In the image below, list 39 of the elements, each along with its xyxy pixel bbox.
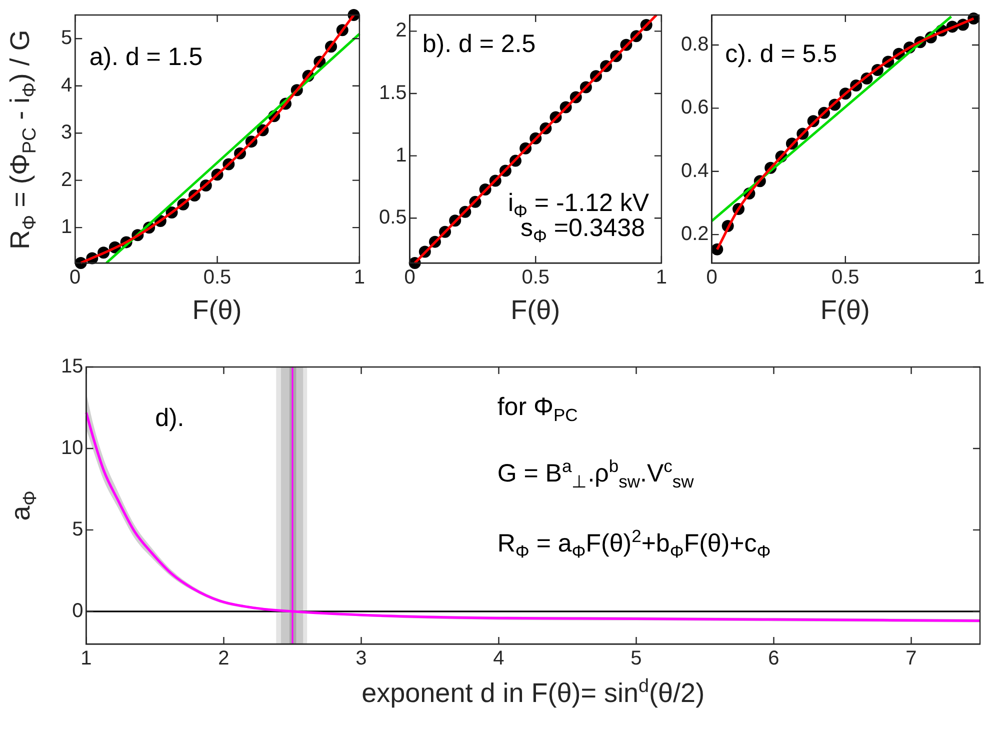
x-tick-label: 4: [493, 648, 504, 670]
x-axis-title: F(θ): [820, 295, 870, 325]
annotation: d).: [155, 404, 184, 432]
y-tick-label: 15: [60, 356, 84, 378]
text: R$_{Φ}$ = a$_{Φ}$F(θ)$^{2}$+b$_{Φ}$F(θ)+c$_{Φ}$: [497, 526, 771, 561]
y-tick-label: 1.5: [378, 82, 407, 104]
x-tick-label: 7: [906, 648, 917, 670]
annotation: c). d = 5.5: [725, 40, 838, 68]
y-tick-label: 1: [396, 144, 407, 166]
y-tick-label: 0.8: [680, 34, 709, 56]
x-tick-label: 5: [630, 648, 642, 670]
x-tick-label: 2: [218, 648, 230, 670]
y-tick-label: 0.2: [680, 223, 709, 246]
x-tick-label: 0.5: [203, 266, 232, 289]
y-tick-label: 5: [61, 27, 72, 50]
x-tick-label: 6: [768, 648, 780, 670]
annotation: a). d = 1.5: [89, 42, 203, 71]
x-axis-title: F(θ): [510, 295, 560, 325]
y-tick-label: 3: [61, 122, 72, 144]
y-tick-label: 2: [396, 20, 407, 42]
x-tick-label: 3: [356, 648, 367, 670]
x-tick-label: 0.5: [831, 266, 860, 289]
y-tick-label: 5: [72, 518, 84, 540]
y-tick-label: 0.6: [680, 96, 709, 119]
x-axis-title: F(θ): [192, 295, 242, 325]
annotation: b). d = 2.5: [422, 30, 536, 58]
y-tick-label: 4: [61, 74, 72, 96]
y-tick-label: 10: [60, 436, 84, 459]
y-tick-label: 1: [61, 216, 72, 238]
x-tick-label: 1: [354, 266, 365, 289]
x-tick-label: 1: [973, 266, 985, 289]
y-tick-label: 0.5: [378, 206, 407, 229]
annotation: for Φ$_{PC}$: [497, 392, 578, 425]
y-tick-label: 2: [61, 168, 72, 191]
x-tick-label: 1: [656, 266, 667, 289]
y-tick-label: 0.4: [680, 160, 709, 182]
y-tick-label: 0: [72, 600, 84, 622]
x-axis-title: exponent d in F(θ)= sin$^{d}$(θ/2): [362, 676, 705, 708]
x-tick-label: 0.5: [522, 266, 550, 289]
